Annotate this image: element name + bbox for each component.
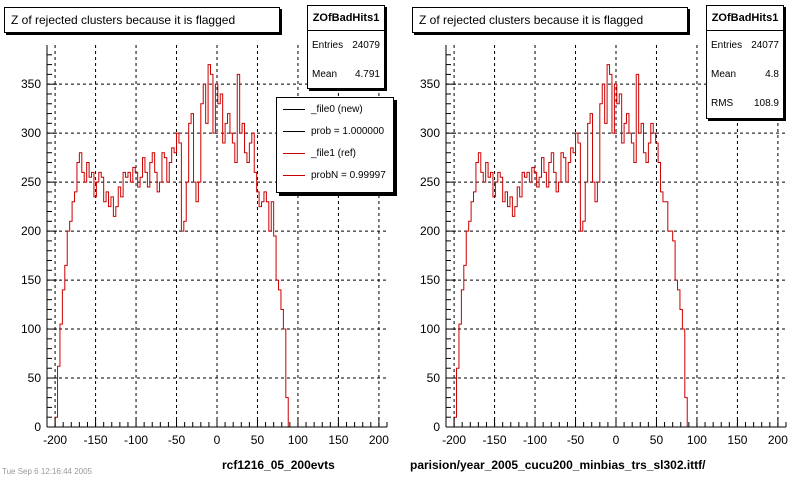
- y-tick-label: 50: [427, 371, 441, 385]
- stats-box-right: ZOfBadHits1 Entries 24077 Mean 4.8 RMS 108.…: [706, 5, 784, 119]
- legend-swatch: [283, 174, 305, 176]
- stats-row-entries: Entries 24079: [308, 31, 384, 60]
- y-tick-label: 200: [420, 224, 440, 238]
- y-tick-label: 100: [420, 322, 440, 336]
- chart-title-right: Z of rejected clusters because it is fla…: [412, 7, 688, 33]
- y-tick-label: 50: [28, 371, 42, 385]
- x-tick-label: 100: [288, 433, 308, 447]
- stats-box-left: ZOfBadHits1 Entries 24079 Mean 4.791: [307, 5, 385, 89]
- x-tick-label: 100: [687, 433, 707, 447]
- y-tick-label: 0: [34, 420, 41, 434]
- legend-label: prob = 1.000000: [311, 125, 385, 137]
- legend-entry: _file1 (ref): [277, 142, 393, 164]
- x-tick-label: -50: [567, 433, 585, 447]
- stats-label: Entries: [711, 40, 743, 51]
- x-tick-label: -100: [124, 433, 148, 447]
- y-tick-label: 250: [21, 175, 41, 189]
- x-tick-label: -200: [442, 433, 466, 447]
- stats-label: Mean: [312, 69, 338, 80]
- y-tick-label: 250: [420, 175, 440, 189]
- y-tick-label: 150: [21, 273, 41, 287]
- x-tick-label: 50: [650, 433, 664, 447]
- y-tick-label: 350: [420, 77, 440, 91]
- legend-label: probN = 0.99997: [311, 169, 386, 181]
- stats-value: 24077: [751, 40, 779, 51]
- x-tick-label: 150: [328, 433, 348, 447]
- footer-timestamp: Tue Sep 6 12:16:44 2005: [2, 467, 92, 476]
- chart-title-left: Z of rejected clusters because it is fla…: [4, 7, 280, 33]
- stats-name: ZOfBadHits1: [707, 6, 783, 31]
- legend-entry: probN = 0.99997: [277, 164, 393, 186]
- stats-row-mean: Mean 4.791: [308, 60, 384, 88]
- legend-swatch: [283, 130, 305, 132]
- y-tick-label: 0: [433, 420, 440, 434]
- stats-label: Entries: [312, 40, 344, 51]
- stats-value: 108.9: [753, 98, 779, 109]
- stats-name: ZOfBadHits1: [308, 6, 384, 31]
- y-tick-label: 150: [420, 273, 440, 287]
- legend-entry: prob = 1.000000: [277, 120, 393, 142]
- y-tick-label: 350: [21, 77, 41, 91]
- caption-left: rcf1216_05_200evts: [222, 458, 335, 472]
- x-tick-label: 50: [251, 433, 265, 447]
- stats-label: Mean: [711, 69, 737, 80]
- legend-swatch: [283, 152, 305, 154]
- x-tick-label: 0: [613, 433, 620, 447]
- legend-label: _file1 (ref): [311, 147, 357, 159]
- x-tick-label: -50: [168, 433, 186, 447]
- stats-row-mean: Mean 4.8: [707, 60, 783, 89]
- x-tick-label: 200: [768, 433, 788, 447]
- y-tick-label: 200: [21, 224, 41, 238]
- histogram-series: [54, 64, 289, 427]
- histogram-series: [453, 64, 688, 427]
- y-tick-label: 100: [21, 322, 41, 336]
- stats-label: RMS: [711, 98, 734, 109]
- stats-value: 24079: [352, 40, 380, 51]
- caption-right: parision/year_2005_cucu200_minbias_trs_s…: [410, 458, 706, 472]
- x-tick-label: 200: [369, 433, 389, 447]
- stats-value: 4.8: [765, 69, 779, 80]
- y-tick-label: 300: [21, 126, 41, 140]
- x-tick-label: -150: [84, 433, 108, 447]
- x-tick-label: 0: [214, 433, 221, 447]
- legend-swatch: [283, 108, 305, 110]
- x-tick-label: 150: [727, 433, 747, 447]
- stats-row-entries: Entries 24077: [707, 31, 783, 60]
- stats-value: 4.791: [354, 69, 380, 80]
- legend-left: _file0 (new) prob = 1.000000 _file1 (ref…: [276, 97, 394, 193]
- legend-entry: _file0 (new): [277, 98, 393, 120]
- y-tick-label: 300: [420, 126, 440, 140]
- x-tick-label: -200: [43, 433, 67, 447]
- x-tick-label: -100: [523, 433, 547, 447]
- legend-label: _file0 (new): [311, 103, 363, 115]
- stats-row-rms: RMS 108.9: [707, 89, 783, 118]
- x-tick-label: -150: [483, 433, 507, 447]
